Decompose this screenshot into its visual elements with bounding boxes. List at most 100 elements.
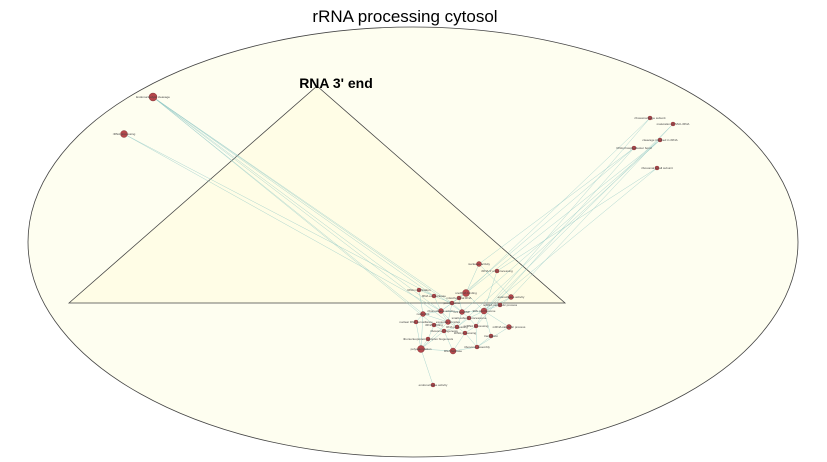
node-n4[interactable]: maturation of SSU-rRNA (657, 121, 690, 127)
edge-n1-n20 (152, 96, 435, 326)
node-label: RNA exonuclease (422, 294, 446, 298)
node-n28[interactable]: ribosome assembly (464, 344, 490, 350)
node-circle[interactable] (506, 324, 512, 330)
node-circle[interactable] (431, 293, 437, 299)
node-circle[interactable] (670, 121, 676, 127)
node-n8[interactable]: nuclease activity (468, 261, 491, 267)
node-circle[interactable] (657, 137, 663, 143)
node-circle[interactable] (654, 165, 660, 171)
node-circle[interactable] (473, 323, 479, 329)
node-circle[interactable] (631, 145, 637, 151)
edge-n31-n17 (483, 310, 492, 337)
node-n24[interactable]: tRNA processing (454, 330, 477, 336)
node-circle[interactable] (445, 319, 451, 325)
node-n17[interactable]: 90S preribosome (473, 307, 496, 315)
node-n20[interactable]: rRNA binding (425, 322, 443, 328)
edge-n5-n21 (456, 139, 661, 328)
node-circle[interactable] (416, 287, 422, 293)
node-n16[interactable]: U3 snoRNP (454, 309, 470, 315)
node-n33[interactable]: ncRNA metabolic process (483, 302, 518, 308)
node-n14[interactable]: nucleolus (417, 311, 430, 317)
node-circle[interactable] (449, 347, 457, 355)
node-circle[interactable] (508, 294, 514, 300)
node-label: nuclear RNA surveillance (399, 320, 433, 324)
node-circle[interactable] (120, 130, 128, 138)
edge-n18-n21 (456, 317, 470, 328)
node-circle[interactable] (480, 307, 488, 315)
node-n26[interactable]: polyadenylation (411, 345, 432, 353)
node-n34[interactable]: nuclear RNA surveillance (399, 319, 433, 325)
node-label: nuclease activity (468, 262, 491, 266)
edge-n34-n26 (415, 321, 422, 350)
node-n29[interactable]: endonuclease activity (419, 382, 448, 388)
node-n2[interactable]: rRNA processing (113, 130, 136, 138)
node-circle[interactable] (454, 324, 460, 330)
node-label: exosome complex (436, 320, 461, 324)
edge-n9-n17 (483, 270, 498, 312)
edge-n17-n25 (483, 310, 510, 328)
node-circle[interactable] (438, 308, 444, 314)
edge-n2-n12 (123, 133, 435, 297)
node-n5[interactable]: cleavage involved in rRNA (642, 137, 678, 143)
node-n31[interactable]: translation (484, 333, 498, 339)
node-n13[interactable]: preribosome (444, 300, 461, 306)
node-circle[interactable] (441, 328, 447, 334)
node-n35[interactable]: mitochondrial RNA (446, 295, 472, 301)
node-circle[interactable] (647, 115, 653, 121)
node-label: Endonucleolytic cleavage (136, 95, 170, 99)
node-circle[interactable] (420, 311, 426, 317)
node-n30[interactable]: RNA modification (407, 287, 431, 293)
node-n32[interactable]: ribonucleoprotein complex biogenesis (403, 336, 454, 342)
node-circle[interactable] (417, 345, 425, 353)
subregion-label: RNA 3' end (299, 75, 373, 91)
node-circle[interactable] (456, 295, 462, 301)
node-n23[interactable]: ribosome biogenesis (430, 328, 458, 334)
edge-n10-n17 (465, 292, 485, 312)
node-n27[interactable]: RNA helicase (444, 347, 462, 355)
node-circle[interactable] (488, 333, 494, 339)
node-n18[interactable]: small-subunit processome (452, 315, 487, 321)
node-n7[interactable]: ribosomal small subunit (641, 165, 673, 171)
node-n25[interactable]: mRNA catabolic process (493, 324, 526, 330)
node-n3[interactable]: ribosomal large subunit (634, 115, 666, 121)
node-n6[interactable]: RNA phosphodiester bond (616, 145, 652, 151)
node-n19[interactable]: exosome complex (436, 319, 461, 325)
node-circle[interactable] (459, 309, 465, 315)
edge-n26-n27 (420, 348, 454, 352)
node-label: U3 snoRNP (454, 310, 470, 314)
edge-n24-n28 (464, 332, 478, 348)
node-n15[interactable]: ribonuclease activity (427, 308, 455, 314)
edge-n6-n13 (451, 147, 635, 304)
node-circle[interactable] (148, 92, 158, 102)
edge-n3-n10 (465, 117, 651, 294)
edge-n26-n29 (420, 348, 434, 386)
node-circle[interactable] (431, 322, 437, 328)
node-label: rRNA processing (113, 132, 136, 136)
node-circle[interactable] (497, 302, 503, 308)
node-circle[interactable] (413, 319, 419, 325)
node-n12[interactable]: RNA exonuclease (422, 293, 446, 299)
node-circle[interactable] (476, 261, 482, 267)
node-label: ribosome assembly (464, 345, 490, 349)
node-label: maturation of SSU-rRNA (657, 122, 690, 126)
node-circle[interactable] (462, 289, 470, 297)
edge-n1-n13 (152, 96, 453, 304)
node-circle[interactable] (494, 268, 500, 274)
node-n22[interactable]: ncRNA processing (464, 323, 489, 329)
node-label: ribonucleoprotein complex biogenesis (403, 337, 454, 341)
node-n9[interactable]: rRNA 3' end processing (481, 268, 513, 274)
node-n10[interactable]: snoRNA binding (455, 289, 477, 297)
node-n21[interactable]: RNA processing (446, 324, 468, 330)
node-circle[interactable] (462, 330, 468, 336)
node-label: ncRNA processing (464, 324, 489, 328)
node-n1[interactable]: Endonucleolytic cleavage (136, 92, 170, 102)
node-n11[interactable]: exonuclease activity (498, 294, 525, 300)
edge-n14-n15 (422, 310, 442, 315)
node-circle[interactable] (466, 315, 472, 321)
node-circle[interactable] (425, 336, 431, 342)
node-circle[interactable] (430, 382, 436, 388)
node-label: mRNA catabolic process (493, 325, 526, 329)
node-circle[interactable] (449, 300, 455, 306)
node-label: translation (484, 334, 498, 338)
node-circle[interactable] (474, 344, 480, 350)
